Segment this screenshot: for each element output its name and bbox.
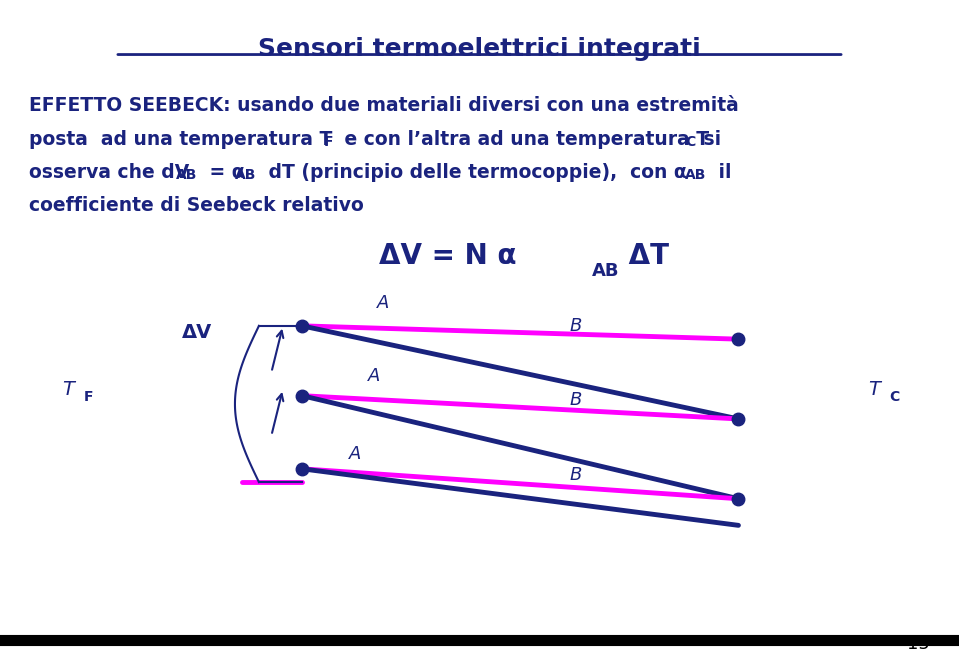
Text: C: C: [889, 390, 900, 404]
Text: = α: = α: [203, 163, 245, 182]
Text: AB: AB: [175, 168, 197, 182]
Text: B: B: [570, 391, 581, 410]
Text: e con l’altra ad una temperatura T: e con l’altra ad una temperatura T: [338, 130, 709, 149]
Text: il: il: [712, 163, 731, 182]
Text: A: A: [368, 366, 380, 385]
Text: A: A: [378, 293, 389, 312]
Text: ΔV: ΔV: [182, 323, 213, 342]
Text: coefficiente di Seebeck relativo: coefficiente di Seebeck relativo: [29, 196, 363, 215]
Text: F: F: [324, 135, 334, 149]
Text: AB: AB: [235, 168, 256, 182]
Text: 15: 15: [907, 635, 930, 653]
Text: ΔV = N α: ΔV = N α: [379, 242, 516, 270]
Text: dT (principio delle termocoppie),  con α: dT (principio delle termocoppie), con α: [262, 163, 687, 182]
Text: C: C: [686, 135, 696, 149]
Text: Sensori termoelettrici integrati: Sensori termoelettrici integrati: [258, 37, 701, 61]
Text: A: A: [349, 444, 361, 463]
Text: posta  ad una temperatura T: posta ad una temperatura T: [29, 130, 332, 149]
Text: $T$: $T$: [868, 380, 883, 398]
Text: B: B: [570, 317, 581, 335]
Text: $T$: $T$: [62, 380, 78, 398]
Text: si: si: [697, 130, 721, 149]
Text: F: F: [83, 390, 93, 404]
Text: ΔT: ΔT: [619, 242, 668, 270]
Text: osserva che dV: osserva che dV: [29, 163, 189, 182]
Text: EFFETTO SEEBECK: usando due materiali diversi con una estremità: EFFETTO SEEBECK: usando due materiali di…: [29, 96, 738, 116]
Text: AB: AB: [592, 262, 620, 281]
Text: AB: AB: [685, 168, 706, 182]
Text: B: B: [570, 466, 581, 485]
